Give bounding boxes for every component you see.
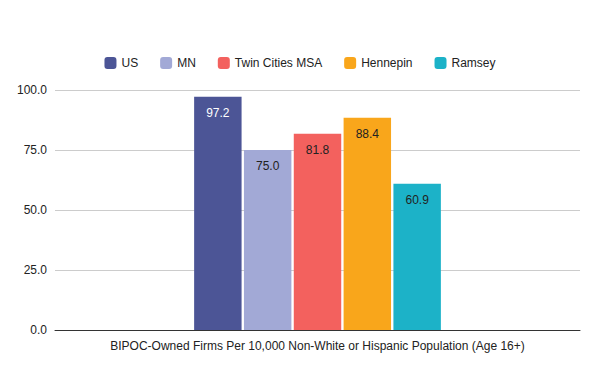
svg-text:0.0: 0.0 xyxy=(30,323,47,337)
svg-text:25.0: 25.0 xyxy=(24,263,48,277)
svg-text:100.0: 100.0 xyxy=(17,83,47,97)
svg-text:81.8: 81.8 xyxy=(306,143,330,157)
svg-text:US: US xyxy=(121,56,138,70)
svg-text:88.4: 88.4 xyxy=(356,127,380,141)
svg-text:MN: MN xyxy=(177,56,196,70)
svg-text:75.0: 75.0 xyxy=(256,159,280,173)
svg-text:BIPOC-Owned Firms Per 10,000 N: BIPOC-Owned Firms Per 10,000 Non-White o… xyxy=(110,339,525,353)
svg-text:Ramsey: Ramsey xyxy=(452,56,496,70)
svg-text:Hennepin: Hennepin xyxy=(361,56,412,70)
svg-text:60.9: 60.9 xyxy=(405,193,429,207)
svg-text:75.0: 75.0 xyxy=(24,143,48,157)
svg-text:50.0: 50.0 xyxy=(24,203,48,217)
svg-text:97.2: 97.2 xyxy=(206,106,230,120)
svg-text:Twin Cities MSA: Twin Cities MSA xyxy=(235,56,322,70)
